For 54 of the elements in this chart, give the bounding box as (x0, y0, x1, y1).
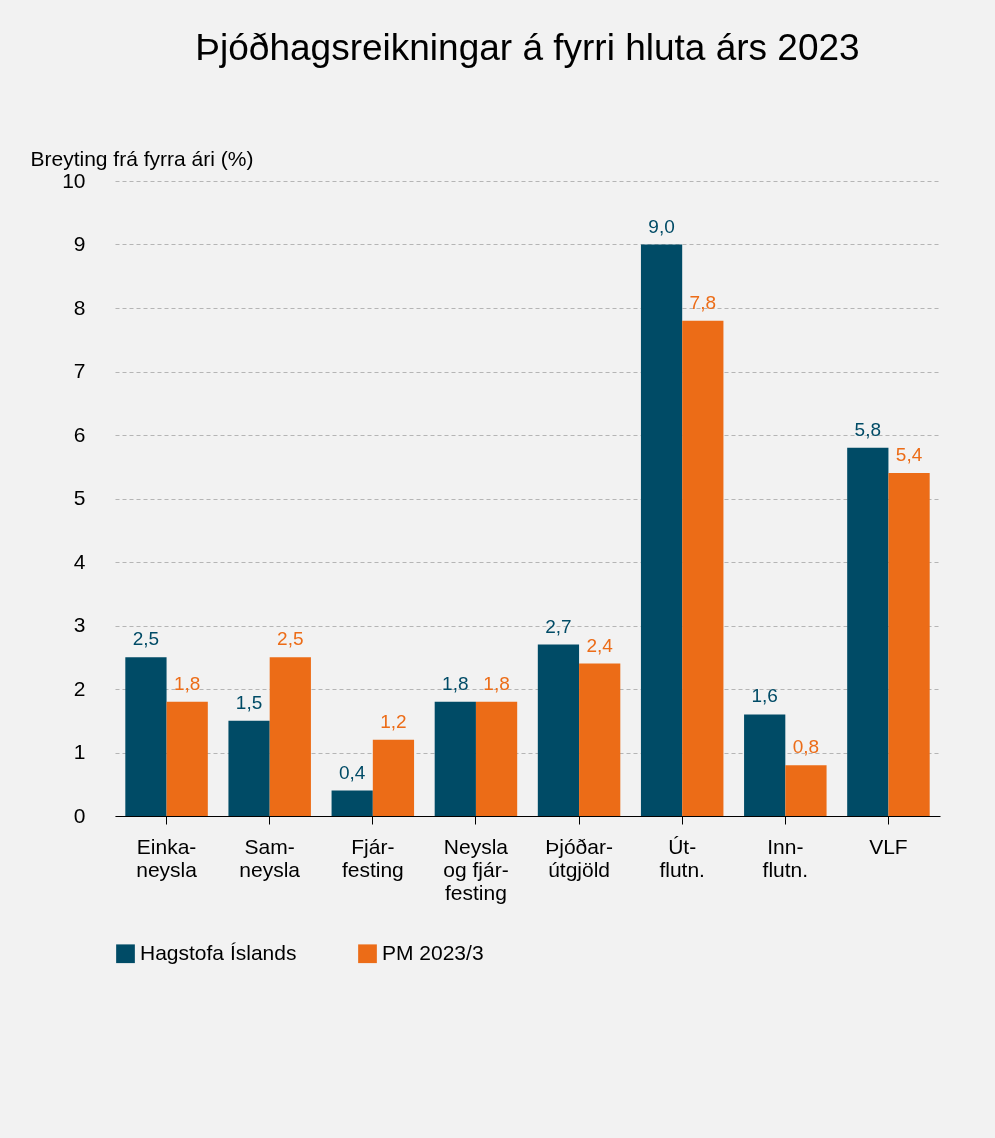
x-tick-label: Sam- neysla (239, 834, 301, 881)
data-label: 2,5 (277, 628, 304, 650)
y-tick-label: 4 (73, 549, 86, 573)
y-tick-label: 9 (73, 232, 86, 255)
bar (744, 714, 786, 816)
data-label: 1,5 (235, 691, 263, 713)
data-label: 1,8 (442, 672, 469, 694)
bar (537, 644, 580, 816)
chart-title: Þjóðhagsreikningar á fyrri hluta árs 2023 (195, 27, 860, 68)
bar (682, 320, 724, 816)
y-tick-label: 0 (73, 803, 86, 827)
bar (640, 244, 683, 816)
bar (331, 790, 373, 816)
x-tick-label: Fjár- festing (341, 834, 404, 881)
data-label: 5,4 (895, 444, 923, 466)
bar (847, 447, 889, 816)
y-tick-label: 5 (73, 486, 86, 509)
bar (372, 739, 415, 816)
data-label: 2,5 (132, 628, 160, 650)
data-label: 9,0 (648, 215, 675, 237)
y-tick-label: 8 (73, 295, 86, 319)
x-tick-label: Neysla og fjár- festing (443, 834, 509, 904)
data-label: 1,2 (380, 710, 407, 732)
x-tick-label: Inn- flutn. (762, 834, 809, 881)
data-label: 7,8 (689, 291, 717, 313)
y-axis-title: Breyting frá fyrra ári (%) (30, 146, 254, 170)
bar (269, 657, 311, 816)
y-tick-label: 6 (73, 422, 86, 446)
bar (228, 720, 270, 816)
y-tick-label: 3 (73, 613, 86, 636)
legend-label: Hagstofa Íslands (140, 940, 297, 964)
y-tick-label: 7 (73, 359, 86, 382)
data-label: 1,8 (173, 672, 201, 694)
x-tick-label: Þjóðar- útgjöld (545, 834, 613, 881)
y-tick-label: 1 (73, 740, 86, 763)
data-label: 0,4 (338, 761, 366, 783)
bar (888, 473, 930, 816)
data-label: 1,8 (483, 672, 510, 694)
data-label: 2,7 (545, 615, 572, 637)
bar (785, 765, 827, 816)
data-label: 0,8 (792, 736, 820, 758)
bar (579, 663, 621, 816)
bar (434, 701, 476, 816)
bar (125, 657, 167, 816)
bar (166, 701, 208, 816)
data-label: 1,6 (751, 685, 778, 707)
x-tick-label: Einka- neysla (136, 834, 198, 881)
y-tick-label: 2 (73, 676, 86, 700)
x-tick-label: VLF (869, 834, 908, 858)
x-tick-label: Út- flutn. (659, 834, 705, 881)
data-label: 5,8 (854, 418, 882, 440)
legend-label: PM 2023/3 (382, 940, 484, 964)
bar (475, 701, 518, 816)
data-label: 2,4 (586, 634, 614, 656)
